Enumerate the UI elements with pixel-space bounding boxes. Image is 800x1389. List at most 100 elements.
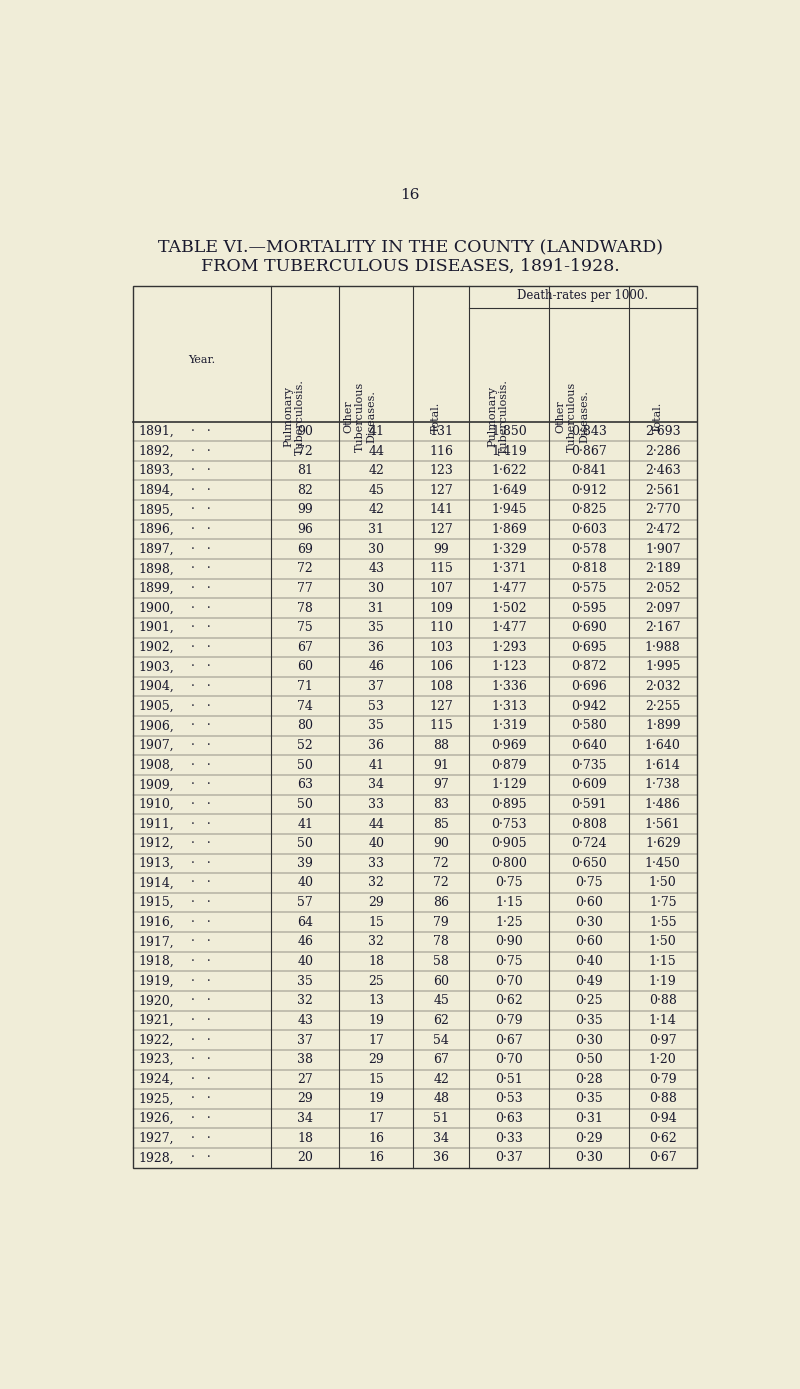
Text: 0·872: 0·872 bbox=[571, 661, 606, 674]
Text: 2·286: 2·286 bbox=[645, 444, 681, 457]
Text: 44: 44 bbox=[368, 818, 384, 831]
Text: TABLE VI.—MORTALITY IN THE COUNTY (LANDWARD): TABLE VI.—MORTALITY IN THE COUNTY (LANDW… bbox=[158, 240, 662, 257]
Text: ·   ·: · · bbox=[190, 425, 210, 438]
Text: 41: 41 bbox=[368, 425, 384, 438]
Text: 0·97: 0·97 bbox=[649, 1033, 677, 1046]
Text: 1925,: 1925, bbox=[138, 1093, 174, 1106]
Text: ·   ·: · · bbox=[190, 1151, 210, 1164]
Text: 33: 33 bbox=[368, 857, 384, 870]
Text: 31: 31 bbox=[368, 524, 384, 536]
Text: 53: 53 bbox=[368, 700, 384, 713]
Text: 0·70: 0·70 bbox=[495, 975, 523, 988]
Text: 1·738: 1·738 bbox=[645, 778, 681, 792]
Text: ·   ·: · · bbox=[190, 915, 210, 929]
Text: 88: 88 bbox=[434, 739, 450, 751]
Text: Other
Tuberculous
Diseases.: Other Tuberculous Diseases. bbox=[556, 382, 589, 451]
Text: 79: 79 bbox=[434, 915, 449, 929]
Text: 62: 62 bbox=[434, 1014, 449, 1026]
Text: 50: 50 bbox=[298, 838, 314, 850]
Text: 81: 81 bbox=[298, 464, 314, 478]
Text: ·   ·: · · bbox=[190, 464, 210, 478]
Text: 0·912: 0·912 bbox=[571, 483, 606, 497]
Text: 0·640: 0·640 bbox=[571, 739, 607, 751]
Text: ·   ·: · · bbox=[190, 444, 210, 457]
Text: 2·167: 2·167 bbox=[645, 621, 681, 635]
Text: ·   ·: · · bbox=[190, 995, 210, 1007]
Text: 1917,: 1917, bbox=[138, 935, 174, 949]
Text: 51: 51 bbox=[434, 1113, 449, 1125]
Text: 115: 115 bbox=[430, 563, 453, 575]
Text: ·   ·: · · bbox=[190, 797, 210, 811]
Text: 127: 127 bbox=[430, 524, 453, 536]
Text: 74: 74 bbox=[298, 700, 314, 713]
Text: 1918,: 1918, bbox=[138, 956, 174, 968]
Text: 1913,: 1913, bbox=[138, 857, 174, 870]
Text: 1·502: 1·502 bbox=[491, 601, 527, 614]
Text: 42: 42 bbox=[434, 1072, 449, 1086]
Text: 0·609: 0·609 bbox=[571, 778, 607, 792]
Text: 36: 36 bbox=[368, 640, 384, 654]
Text: 1903,: 1903, bbox=[138, 661, 174, 674]
Text: 0·843: 0·843 bbox=[571, 425, 607, 438]
Text: Pulmonary
Tuberculosis.: Pulmonary Tuberculosis. bbox=[487, 379, 509, 454]
Text: 43: 43 bbox=[368, 563, 384, 575]
Text: 41: 41 bbox=[298, 818, 314, 831]
Text: 1894,: 1894, bbox=[138, 483, 174, 497]
Text: 78: 78 bbox=[434, 935, 449, 949]
Text: 1892,: 1892, bbox=[138, 444, 174, 457]
Text: 0·695: 0·695 bbox=[571, 640, 606, 654]
Text: 0·28: 0·28 bbox=[575, 1072, 603, 1086]
Text: ·   ·: · · bbox=[190, 524, 210, 536]
Text: 0·867: 0·867 bbox=[571, 444, 607, 457]
Text: 54: 54 bbox=[434, 1033, 449, 1046]
Text: 127: 127 bbox=[430, 700, 453, 713]
Text: 0·591: 0·591 bbox=[571, 797, 606, 811]
Text: ·   ·: · · bbox=[190, 778, 210, 792]
Text: 83: 83 bbox=[434, 797, 450, 811]
Text: 1·988: 1·988 bbox=[645, 640, 681, 654]
Text: 1906,: 1906, bbox=[138, 720, 174, 732]
Text: 1914,: 1914, bbox=[138, 876, 174, 889]
Text: 0·33: 0·33 bbox=[495, 1132, 523, 1145]
Text: 90: 90 bbox=[298, 425, 314, 438]
Text: 99: 99 bbox=[298, 503, 314, 517]
Text: 1893,: 1893, bbox=[138, 464, 174, 478]
Text: 48: 48 bbox=[434, 1093, 450, 1106]
Text: 0·94: 0·94 bbox=[649, 1113, 677, 1125]
Text: 0·30: 0·30 bbox=[575, 1033, 603, 1046]
Text: 90: 90 bbox=[434, 838, 449, 850]
Text: 34: 34 bbox=[368, 778, 384, 792]
Text: 60: 60 bbox=[434, 975, 450, 988]
Text: 115: 115 bbox=[430, 720, 453, 732]
Text: 97: 97 bbox=[434, 778, 449, 792]
Text: ·   ·: · · bbox=[190, 1014, 210, 1026]
Text: 37: 37 bbox=[298, 1033, 314, 1046]
Text: 0·35: 0·35 bbox=[575, 1093, 603, 1106]
Text: 1·129: 1·129 bbox=[491, 778, 527, 792]
Text: 2·561: 2·561 bbox=[645, 483, 681, 497]
Text: 40: 40 bbox=[298, 956, 314, 968]
Text: 35: 35 bbox=[368, 720, 384, 732]
Text: 72: 72 bbox=[298, 444, 314, 457]
Text: ·   ·: · · bbox=[190, 483, 210, 497]
Text: 0·67: 0·67 bbox=[495, 1033, 523, 1046]
Text: 33: 33 bbox=[368, 797, 384, 811]
Text: 0·29: 0·29 bbox=[575, 1132, 602, 1145]
Text: 2·463: 2·463 bbox=[645, 464, 681, 478]
Text: 2·472: 2·472 bbox=[645, 524, 681, 536]
Text: ·   ·: · · bbox=[190, 563, 210, 575]
Text: 20: 20 bbox=[298, 1151, 314, 1164]
Text: ·   ·: · · bbox=[190, 661, 210, 674]
Text: 72: 72 bbox=[434, 857, 449, 870]
Text: 0·51: 0·51 bbox=[495, 1072, 523, 1086]
Text: ·   ·: · · bbox=[190, 720, 210, 732]
Text: 42: 42 bbox=[368, 464, 384, 478]
Text: 1·869: 1·869 bbox=[491, 524, 527, 536]
Text: 50: 50 bbox=[298, 758, 314, 772]
Text: 1·907: 1·907 bbox=[645, 543, 681, 556]
Text: 0·70: 0·70 bbox=[495, 1053, 523, 1067]
Text: 16: 16 bbox=[368, 1151, 384, 1164]
Text: 60: 60 bbox=[298, 661, 314, 674]
Text: 0·735: 0·735 bbox=[571, 758, 606, 772]
Text: ·   ·: · · bbox=[190, 857, 210, 870]
